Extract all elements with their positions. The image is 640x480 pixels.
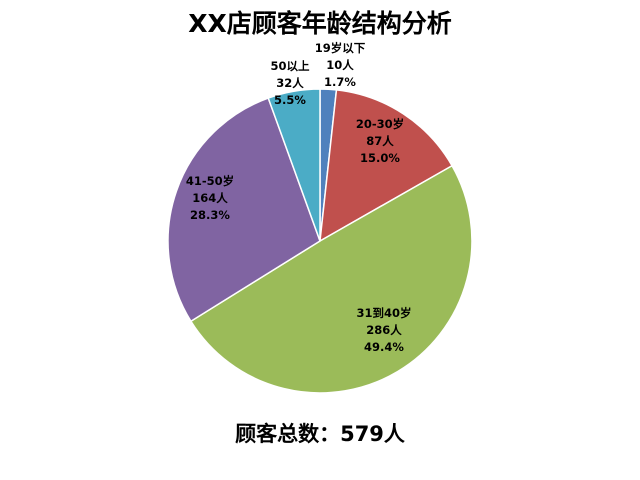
slice-category-label: 31到40岁 xyxy=(356,306,411,320)
slice-percent-label: 5.5% xyxy=(274,93,306,107)
slice-category-label: 41-50岁 xyxy=(186,174,234,188)
slice-count-label: 32人 xyxy=(276,76,304,90)
pie-slice xyxy=(319,89,454,243)
slice-count-label: 87人 xyxy=(366,134,394,148)
slice-data-label: 19岁以下 10人 1.7% xyxy=(315,41,366,89)
pie-slice xyxy=(189,164,473,394)
chart-title: XX店顾客年龄结构分析 xyxy=(188,9,452,38)
slice-category-label: 19岁以下 xyxy=(315,41,366,55)
slice-data-label: 41-50岁 164人 28.3% xyxy=(186,174,234,222)
slice-percent-label: 15.0% xyxy=(360,151,400,165)
slice-percent-label: 1.7% xyxy=(324,75,356,89)
slice-count-label: 164人 xyxy=(192,191,228,205)
total-customers-text: 顾客总数：579人 xyxy=(235,422,405,446)
slice-category-label: 50以上 xyxy=(270,59,310,73)
slice-count-label: 10人 xyxy=(326,58,354,72)
pie-slice xyxy=(167,97,321,323)
slice-category-label: 20-30岁 xyxy=(356,117,404,131)
pie-slice xyxy=(267,88,321,242)
slice-count-label: 286人 xyxy=(366,323,402,337)
slice-data-label: 50以上 32人 5.5% xyxy=(270,59,310,107)
slice-percent-label: 49.4% xyxy=(364,340,404,354)
slice-data-label: 31到40岁 286人 49.4% xyxy=(356,306,411,354)
slice-data-label: 20-30岁 87人 15.0% xyxy=(356,117,404,165)
slice-percent-label: 28.3% xyxy=(190,208,230,222)
